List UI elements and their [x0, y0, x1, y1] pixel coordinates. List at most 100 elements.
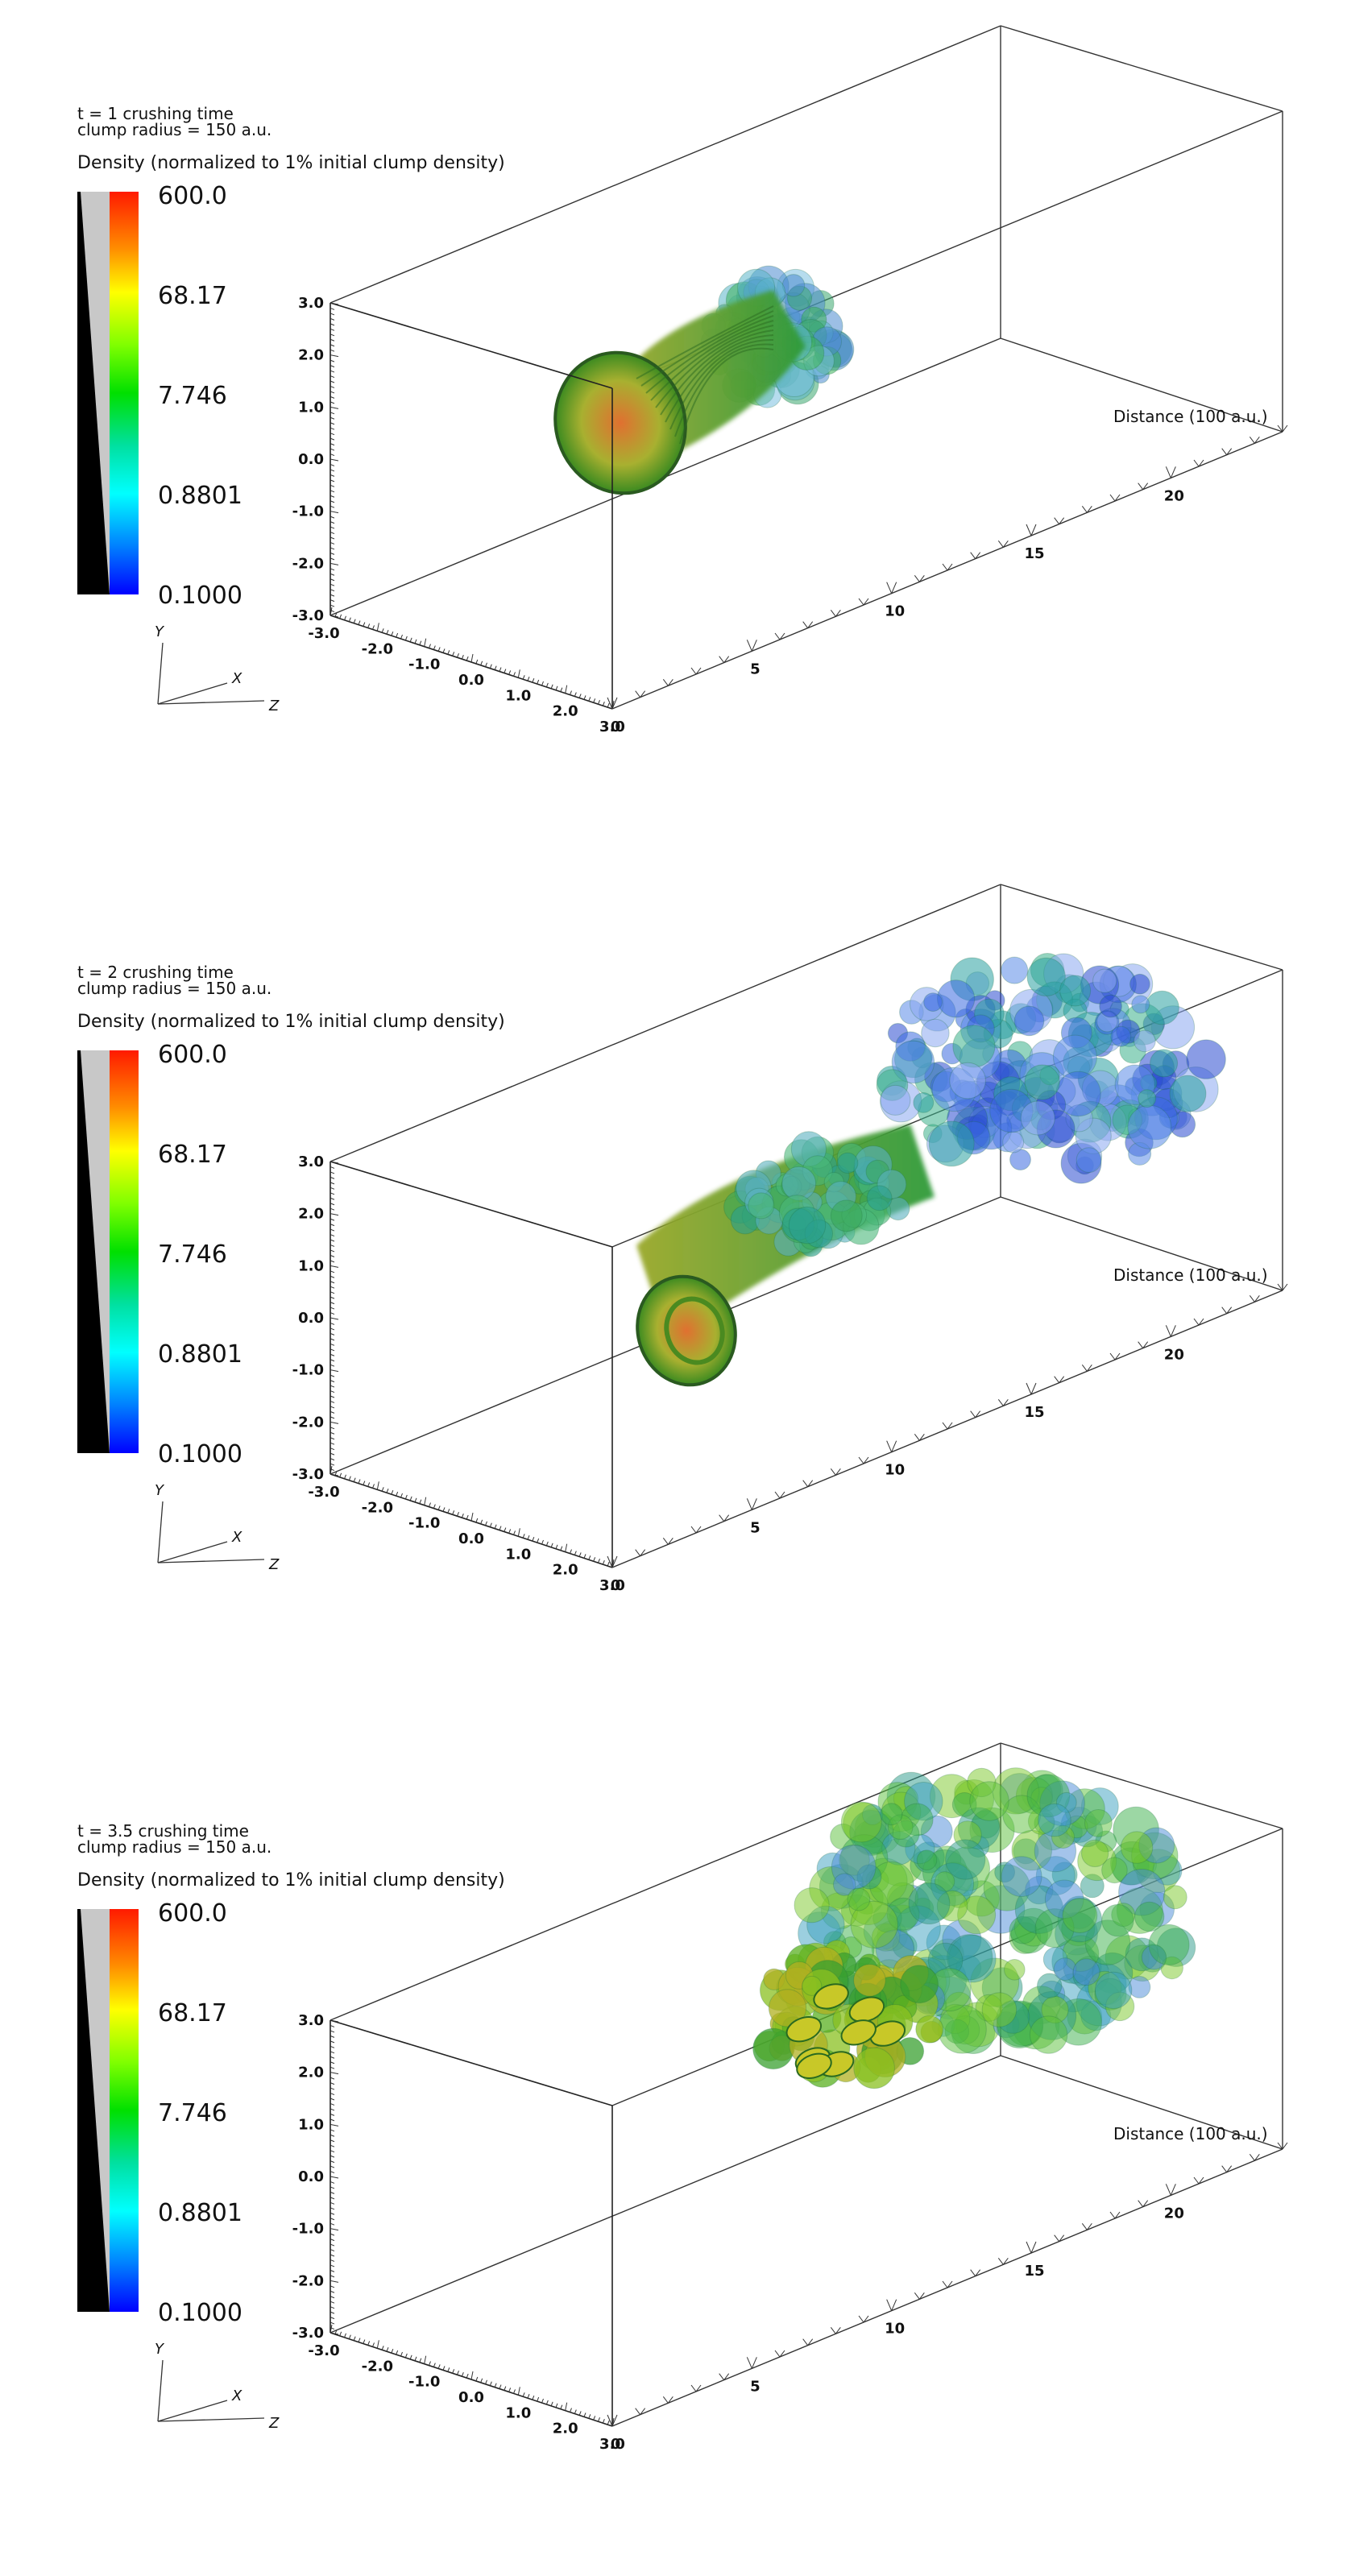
y-tick-label: -3.0: [292, 607, 324, 624]
y-tick-label: -2.0: [292, 1414, 324, 1431]
z-tick-label: 15: [1024, 1404, 1044, 1421]
x-tick-label: -3.0: [308, 2342, 339, 2359]
z-tick-label: 15: [1024, 2263, 1044, 2280]
y-axis: 3.0 2.0 1.0 0.0 -1.0 -2.0 -3.0: [292, 295, 339, 624]
x-tick-label: 3.0: [599, 719, 625, 735]
opacity-ramp: [77, 1050, 110, 1453]
triad-y-label: Y: [155, 1482, 165, 1499]
x-axis: -3.0 -2.0 -1.0 0.0 1.0 2.0 3.0: [308, 1465, 625, 1594]
colorbar-gradient: [110, 1909, 139, 2312]
y-tick-label: 2.0: [298, 1206, 324, 1223]
y-tick-label: 3.0: [298, 2012, 324, 2029]
z-axis-title: Distance (100 a.u.): [1113, 1265, 1268, 1285]
z-tick-label: 15: [1024, 545, 1044, 562]
y-tick-label: 3.0: [298, 295, 324, 312]
colorbar-tick-label: 600.0: [158, 182, 227, 210]
clump-radius-label: clump radius = 150 a.u.: [77, 979, 272, 998]
x-tick-label: 2.0: [553, 2421, 578, 2437]
x-tick-label: 0.0: [458, 2389, 484, 2406]
triad-z-label: Z: [268, 1556, 280, 1573]
colorbar-tick-label: 0.1000: [158, 1440, 242, 1468]
colorbar-tick-label: 600.0: [158, 1041, 227, 1069]
z-tick-label: 5: [750, 661, 761, 677]
volume-render-scene: 3.0 2.0 1.0 0.0 -1.0 -2.0 -3.0-3.0 -2.0 -1.0 0.0 1…: [155, 884, 1288, 1594]
colorbar-tick-label: 7.746: [158, 1240, 227, 1269]
panel-t2: t = 2 crushing time clump radius = 150 a.…: [0, 859, 1347, 1717]
x-tick-label: -3.0: [308, 625, 339, 642]
y-tick-label: -3.0: [292, 1466, 324, 1483]
triad-y-label: Y: [155, 623, 165, 640]
z-tick-label: 0: [611, 2436, 621, 2453]
z-axis: 0 5 10 15 20 Distance (100 a.u.): [607, 407, 1288, 735]
x-tick-label: 3.0: [599, 1577, 625, 1594]
y-tick-label: 2.0: [298, 347, 324, 364]
x-tick-label: -3.0: [308, 1484, 339, 1501]
y-tick-label: 0.0: [298, 1310, 324, 1327]
z-tick-label: 10: [885, 603, 905, 620]
triad-x-label: X: [231, 670, 242, 687]
density-volume: [553, 265, 855, 495]
y-tick-label: 2.0: [298, 2065, 324, 2081]
colorbar-title: Density (normalized to 1% initial clump …: [77, 1012, 505, 1032]
panel-t1: t = 1 crushing time clump radius = 150 a.…: [0, 0, 1347, 859]
y-tick-label: -1.0: [292, 1362, 324, 1379]
x-tick-label: 1.0: [505, 1546, 531, 1563]
x-tick-label: -1.0: [408, 1515, 440, 1532]
clump-radius-label: clump radius = 150 a.u.: [77, 1837, 272, 1857]
opacity-ramp: [77, 1909, 110, 2312]
y-tick-label: -1.0: [292, 503, 324, 520]
triad-x-label: X: [231, 2388, 242, 2404]
x-tick-label: 1.0: [505, 687, 531, 704]
x-tick-label: 0.0: [458, 672, 484, 689]
y-axis: 3.0 2.0 1.0 0.0 -1.0 -2.0 -3.0: [292, 2012, 339, 2342]
y-tick-label: 0.0: [298, 451, 324, 468]
clump-radius-label: clump radius = 150 a.u.: [77, 120, 272, 139]
time-label: t = 3.5 crushing time: [77, 1821, 249, 1841]
triad-z-label: Z: [268, 698, 280, 714]
y-tick-label: 1.0: [298, 2116, 324, 2133]
z-axis-title: Distance (100 a.u.): [1113, 407, 1268, 426]
colorbar-tick-label: 0.8801: [158, 1340, 242, 1369]
z-tick-label: 20: [1164, 2205, 1184, 2222]
colorbar-tick-label: 0.1000: [158, 582, 242, 610]
colorbar-tick-label: 68.17: [158, 1999, 227, 2027]
colorbar-gradient: [110, 1050, 139, 1453]
triad-x-label: X: [231, 1529, 242, 1546]
y-tick-label: -3.0: [292, 2325, 324, 2342]
y-tick-label: 3.0: [298, 1153, 324, 1170]
triad-z-label: Z: [268, 2415, 280, 2432]
volume-render-scene: 3.0 2.0 1.0 0.0 -1.0 -2.0 -3.0-3.0 -2.0 -1.0 0.0 1…: [155, 1742, 1288, 2453]
z-axis: 0 5 10 15 20 Distance (100 a.u.): [607, 1265, 1288, 1594]
y-tick-label: 1.0: [298, 399, 324, 416]
density-volume: [636, 953, 1226, 1387]
colorbar-tick-label: 7.746: [158, 382, 227, 410]
time-label: t = 1 crushing time: [77, 104, 234, 123]
time-label: t = 2 crushing time: [77, 963, 234, 982]
x-tick-label: 1.0: [505, 2404, 531, 2421]
orientation-triad: [157, 1501, 265, 1563]
y-axis: 3.0 2.0 1.0 0.0 -1.0 -2.0 -3.0: [292, 1153, 339, 1483]
y-tick-label: -2.0: [292, 555, 324, 572]
y-tick-label: -1.0: [292, 2221, 324, 2238]
opacity-ramp: [77, 192, 110, 594]
z-tick-label: 0: [611, 1577, 621, 1594]
orientation-triad: [157, 642, 265, 705]
colorbar-title: Density (normalized to 1% initial clump …: [77, 153, 505, 173]
z-tick-label: 5: [750, 1519, 761, 1536]
volume-render-scene: 3.0 2.0 1.0 0.0 -1.0 -2.0 -3.0-3.0 -2.0 -1.0 0.0 1…: [155, 25, 1288, 735]
y-tick-label: 0.0: [298, 2168, 324, 2185]
z-tick-label: 0: [611, 719, 621, 735]
z-tick-label: 5: [750, 2378, 761, 2395]
colorbar-gradient: [110, 192, 139, 594]
colorbar-title: Density (normalized to 1% initial clump …: [77, 1870, 505, 1891]
z-tick-label: 20: [1164, 1346, 1184, 1363]
x-tick-label: 3.0: [599, 2436, 625, 2453]
x-tick-label: 2.0: [553, 1562, 578, 1579]
x-tick-label: 0.0: [458, 1530, 484, 1547]
orientation-triad: [157, 2359, 265, 2422]
z-tick-label: 20: [1164, 487, 1184, 504]
colorbar-tick-label: 68.17: [158, 282, 227, 310]
z-axis-title: Distance (100 a.u.): [1113, 2124, 1268, 2143]
z-axis: 0 5 10 15 20 Distance (100 a.u.): [607, 2124, 1288, 2453]
panel-t3-5: t = 3.5 crushing time clump radius = 150 …: [0, 1717, 1347, 2576]
